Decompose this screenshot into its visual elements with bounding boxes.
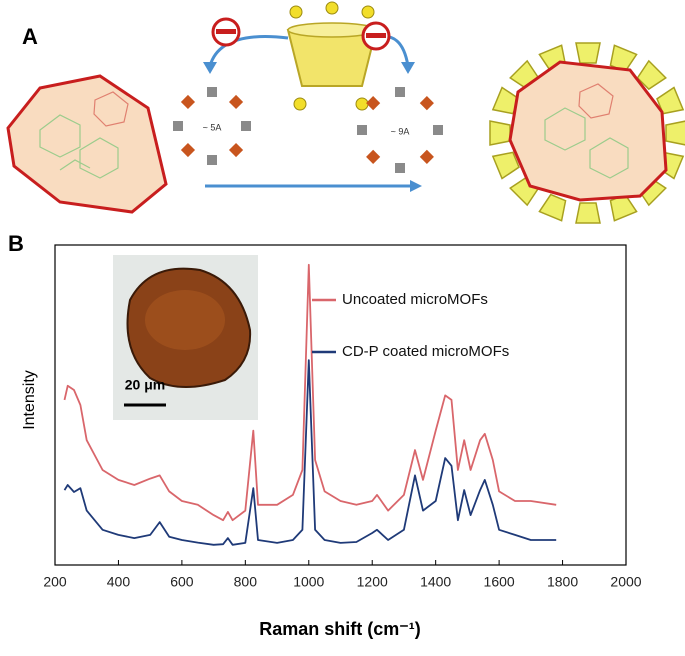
x-axis-label: Raman shift (cm⁻¹)	[259, 619, 421, 639]
arrowhead	[410, 180, 422, 192]
linker	[395, 87, 405, 97]
cd-coating	[489, 42, 685, 224]
x-tick-label: 800	[234, 574, 258, 590]
inset-image: 20 μm	[113, 255, 258, 420]
legend-label: CD-P coated microMOFs	[342, 343, 509, 360]
linker	[419, 149, 434, 164]
framework	[93, 91, 129, 127]
linker	[180, 94, 196, 110]
x-tick-label: 1000	[293, 574, 324, 590]
arrowhead	[203, 62, 217, 74]
panel-label: A	[22, 24, 38, 49]
pore-label: ~ 9A	[391, 126, 410, 136]
linker	[241, 121, 251, 131]
x-tick-label: 1400	[420, 574, 451, 590]
linker	[207, 87, 217, 97]
plot-frame	[54, 244, 627, 566]
legend-label: Uncoated microMOFs	[342, 291, 488, 308]
blocked-sign	[211, 17, 391, 51]
arrowhead	[401, 62, 415, 74]
linker	[173, 121, 183, 131]
x-tick-label: 600	[170, 574, 194, 590]
linker	[366, 149, 381, 164]
cd-unit	[575, 202, 601, 224]
x-tick-label: 1800	[547, 574, 578, 590]
framework	[39, 114, 119, 179]
scale-bar-label: 20 μm	[125, 377, 165, 393]
linker	[207, 155, 217, 165]
pore-label: ~ 5A	[203, 122, 222, 132]
diagram: ~ 5A ~ 9A	[6, 1, 685, 224]
cd-unit	[665, 120, 685, 146]
cd-unit	[609, 193, 638, 222]
pore-ring	[173, 87, 251, 165]
cd-unit	[636, 59, 667, 91]
spectrum-line	[63, 263, 557, 522]
pore-ring	[357, 87, 443, 173]
cd-unit	[491, 151, 520, 180]
x-tick-label: 2000	[610, 574, 641, 590]
panel-label: B	[8, 231, 24, 256]
x-tick-label: 400	[107, 574, 131, 590]
mof-crystal	[6, 74, 168, 214]
spectrum-line	[63, 359, 557, 546]
linker	[419, 96, 434, 111]
x-tick-label: 200	[43, 574, 67, 590]
x-tick-label: 1200	[357, 574, 388, 590]
linker	[395, 163, 405, 173]
phosphate-groups	[289, 1, 375, 111]
linker	[366, 96, 381, 111]
linker	[228, 94, 244, 110]
cd-unit	[575, 42, 601, 64]
x-tick-label: 1600	[484, 574, 515, 590]
framework	[578, 83, 614, 119]
cd-unit	[489, 120, 511, 146]
linker	[357, 125, 367, 135]
mof-crystal	[508, 60, 668, 202]
linker	[228, 142, 244, 158]
framework	[544, 107, 629, 179]
cd-unit	[538, 193, 567, 222]
y-axis-label: Intensity	[21, 370, 38, 430]
linker	[180, 142, 196, 158]
linker	[433, 125, 443, 135]
